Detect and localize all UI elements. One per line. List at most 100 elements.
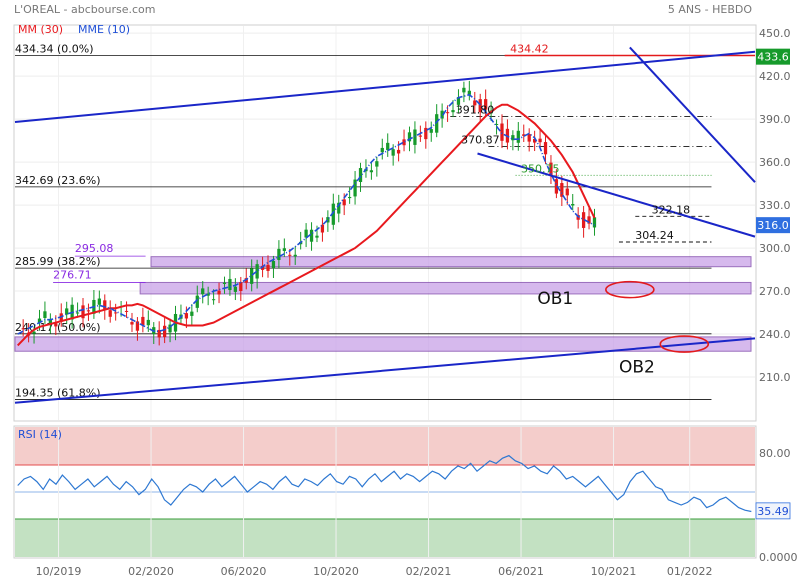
candle-body <box>445 112 450 114</box>
candle-body <box>135 321 140 331</box>
rsi-y-tick-label: 0.0000 <box>759 551 798 564</box>
candle-body <box>103 300 107 311</box>
annotation-label: 391.80 <box>456 104 495 117</box>
rsi-current-label: 35.49 <box>757 505 789 518</box>
ob2-circle <box>659 335 710 353</box>
annotation-label: 276.71 <box>53 268 92 281</box>
candle-body <box>467 90 471 95</box>
candle-body <box>168 324 172 333</box>
candle-body <box>353 179 357 197</box>
candle-body <box>54 323 58 327</box>
rsi-oversold-band <box>15 519 755 557</box>
candle-body <box>277 248 281 261</box>
candle-body <box>527 133 531 142</box>
x-tick-label: 01/2022 <box>667 565 713 578</box>
candle-body <box>157 329 161 338</box>
candle-body <box>592 217 597 228</box>
candle-body <box>500 123 504 141</box>
y-tick-label: 330.0 <box>759 199 791 212</box>
x-tick-label: 02/2020 <box>128 565 174 578</box>
candle-body <box>533 138 537 143</box>
candle-body <box>456 97 461 105</box>
candle-body <box>516 130 520 143</box>
rsi-overbought-band <box>15 427 755 465</box>
candle-body <box>348 196 352 199</box>
candle-body <box>211 299 216 301</box>
y-tick-label: 360.0 <box>759 156 791 169</box>
candle-body <box>228 278 232 291</box>
candle-body <box>565 188 569 196</box>
candle-body <box>337 202 341 214</box>
candle-body <box>429 129 433 133</box>
candle-body <box>451 110 455 113</box>
y-tick-label: 420.0 <box>759 70 791 83</box>
candle-body <box>266 264 270 271</box>
candle-body <box>43 311 47 318</box>
current-price-label: 316.0 <box>757 219 789 232</box>
y-tick-label: 300.0 <box>759 242 791 255</box>
rsi-line <box>17 454 752 513</box>
candle-body <box>462 87 466 93</box>
y-tick-label: 390.0 <box>759 113 791 126</box>
candle-body <box>538 138 542 143</box>
candle-body <box>48 319 52 324</box>
candle-body <box>233 286 237 292</box>
rsi-title: RSI (14) <box>18 428 62 441</box>
candle-body <box>141 316 145 325</box>
candle-body <box>571 203 575 206</box>
annotation-label: 295.08 <box>75 242 114 255</box>
chart-title: L'OREAL - abcbourse.com <box>14 3 156 16</box>
last-price-label: 433.6 <box>757 51 789 64</box>
candle-body <box>190 311 194 316</box>
candle-body <box>494 124 499 126</box>
candle-body <box>37 318 42 323</box>
candle-body <box>222 282 227 285</box>
ob2-label: OB2 <box>619 358 655 378</box>
x-tick-label: 06/2021 <box>498 565 544 578</box>
candle-body <box>21 328 25 330</box>
candle-body <box>407 132 412 142</box>
fib-level-label: 342.69 (23.6%) <box>15 174 101 187</box>
candle-body <box>369 170 374 173</box>
candle-body <box>375 161 379 167</box>
candle-body <box>239 282 243 292</box>
candle-body <box>97 298 101 305</box>
fib-level-label: 285.99 (38.2%) <box>15 255 101 268</box>
x-tick-label: 10/2021 <box>591 565 637 578</box>
candle-body <box>522 134 526 136</box>
candle-body <box>560 183 564 197</box>
mm30-line <box>16 103 596 347</box>
rsi-y-tick-label: 80.00 <box>759 447 791 460</box>
candle-body <box>250 268 254 284</box>
y-tick-label: 240.0 <box>759 328 791 341</box>
candle-body <box>32 331 36 334</box>
candle-body <box>184 313 189 319</box>
candle-body <box>124 310 129 312</box>
last-price-badge <box>756 48 790 65</box>
fib-level-label: 240.17 (50.0%) <box>15 321 101 334</box>
candle-body <box>386 142 390 151</box>
candle-body <box>293 254 297 257</box>
annotation-label: 304.24 <box>635 229 674 242</box>
x-tick-label: 02/2021 <box>406 565 452 578</box>
candle-body <box>511 135 515 141</box>
candle-body <box>424 127 428 140</box>
candle-body <box>271 260 276 269</box>
candle-body <box>358 168 363 182</box>
candle-body <box>380 147 384 153</box>
legend-mme10: MME (10) <box>78 23 130 36</box>
candle-body <box>217 290 221 295</box>
candle-body <box>418 135 422 137</box>
candle-body <box>315 235 319 238</box>
candle-body <box>255 264 259 279</box>
candle-body <box>81 305 85 319</box>
candle-body <box>402 139 406 146</box>
lower-channel-line <box>14 337 756 404</box>
candle-body <box>342 199 346 206</box>
annotation-label: 350.75 <box>521 162 560 175</box>
candle-body <box>326 217 330 223</box>
rsi-current-badge <box>755 502 791 520</box>
x-tick-label: 10/2019 <box>36 565 82 578</box>
y-tick-label: 210.0 <box>759 371 791 384</box>
fib-level-label: 194.35 (61.8%) <box>15 386 101 399</box>
